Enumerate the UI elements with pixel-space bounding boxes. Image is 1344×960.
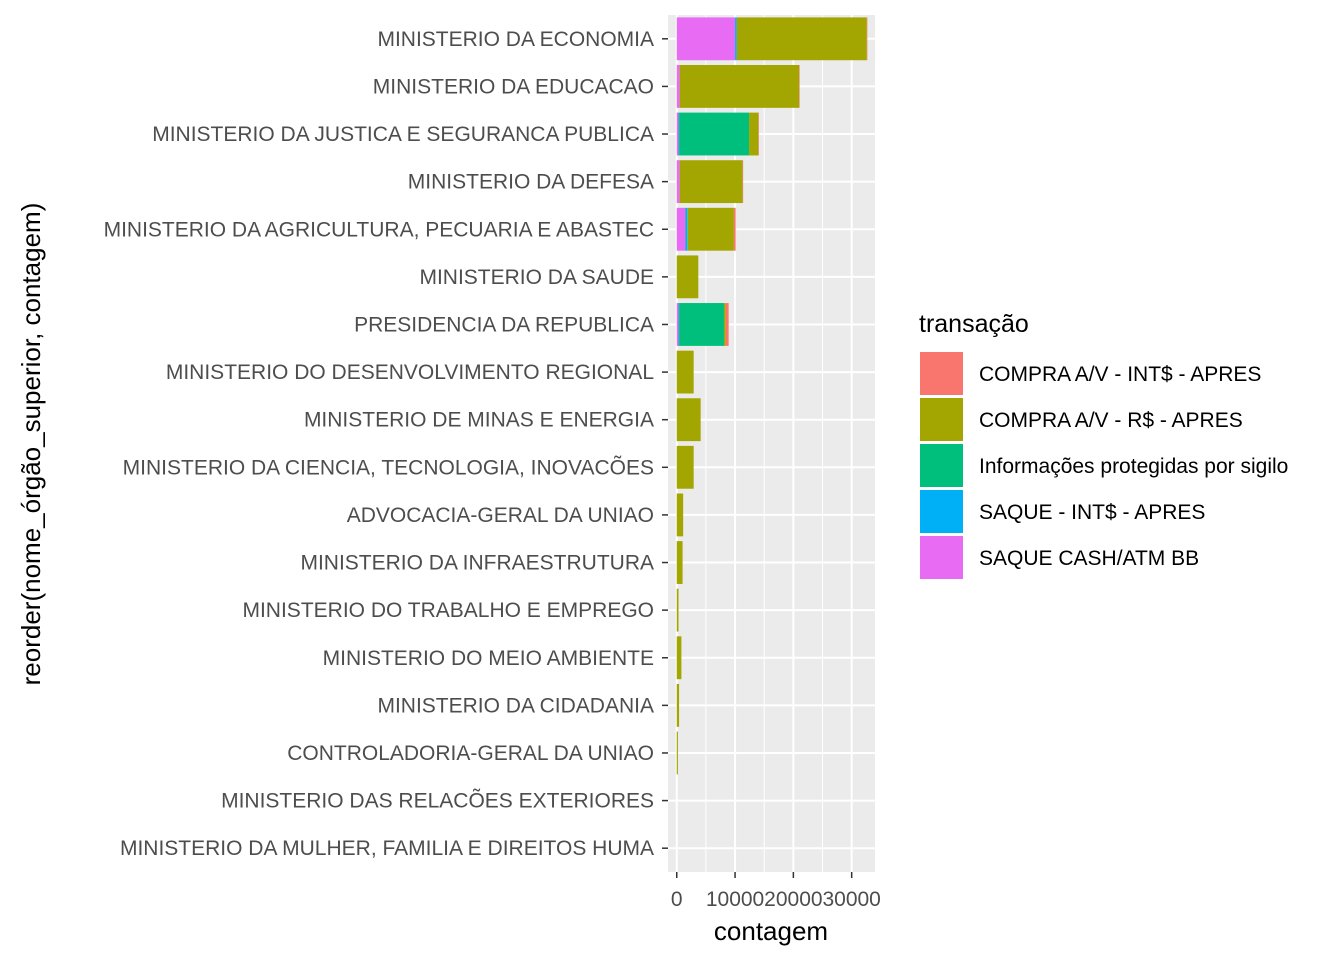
bar-segment [676,636,682,680]
legend-swatch [920,352,963,395]
y-axis-title: reorder(nome_órgão_superior, contagem) [16,203,46,686]
x-tick-label: 0 [671,888,683,911]
bar-segment [676,64,680,108]
category-label: MINISTERIO DA CIENCIA, TECNOLOGIA, INOVA… [123,455,654,479]
bar-segment [678,303,680,346]
bar-segment [676,541,683,584]
bar-segment [676,731,678,775]
bar-segment [676,445,694,489]
bar-segment [676,207,686,251]
bar-segment [742,160,744,204]
bar-segment [676,255,699,299]
legend: transação COMPRA A/V - INT$ - APRESCOMPR… [919,310,1288,579]
bar-segment [679,112,750,156]
category-label: MINISTERIO DE MINAS E ENERGIA [304,409,654,432]
category-label: MINISTERIO DA AGRICULTURA, PECUARIA E AB… [104,218,654,241]
bar-segment [733,207,736,251]
bar-segment [687,207,688,251]
bar-segment [866,17,868,61]
legend-swatch [920,444,963,487]
bar-segment [725,303,729,346]
bar-segment [799,64,800,108]
legend-swatch [920,398,963,441]
category-label: PRESIDENCIA DA REPUBLICA [354,313,654,336]
legend-swatch [920,536,963,579]
bar-segment [758,112,759,156]
x-tick-label: 20000 [764,888,822,911]
category-label: MINISTERIO DA MULHER, FAMILIA E DIREITOS… [120,837,654,860]
bar-segment [676,112,679,156]
category-label: ADVOCACIA-GERAL DA UNIAO [347,504,654,527]
legend-title: transação [919,310,1029,338]
plot-panel [668,15,875,872]
legend-swatch [920,490,963,533]
bar-segment [736,17,867,61]
bar-segment [676,493,684,537]
bar-segment [679,303,724,346]
category-label: MINISTERIO DO TRABALHO E EMPREGO [242,599,654,622]
legend-label: COMPRA A/V - INT$ - APRES [979,363,1261,386]
category-label: MINISTERIO DA INFRAESTRUTURA [300,552,654,575]
bar-segment [676,160,680,204]
category-label: MINISTERIO DA EDUCACAO [373,75,654,98]
bar-segment [749,112,759,156]
x-axis-title: contagem [714,916,828,946]
bar-segment [679,64,800,108]
bar-segment [678,112,680,156]
bar-segment [676,683,680,727]
bar-segment [679,160,743,204]
category-label: MINISTERIO DA SAUDE [419,266,654,289]
x-tick-label: 10000 [706,888,764,911]
bars [676,17,868,775]
value-axis: 0 10000 20000 30000 [671,872,881,911]
category-label: MINISTERIO DA CIDADANIA [377,694,654,717]
bar-segment [676,588,679,632]
legend-label: COMPRA A/V - R$ - APRES [979,409,1243,432]
category-label: MINISTERIO DO MEIO AMBIENTE [323,647,654,670]
legend-label: Informações protegidas por sigilo [979,455,1288,478]
x-tick-label: 30000 [822,888,880,911]
legend-items: COMPRA A/V - INT$ - APRES COMPRA A/V - R$… [920,352,1288,579]
bar-segment [685,207,688,251]
category-axis: MINISTERIO DA ECONOMIA MINISTERIO DA EDUC… [104,28,668,860]
bar-segment [676,398,701,442]
category-label: MINISTERIO DAS RELACÕES EXTERIORES [221,789,654,813]
category-label: MINISTERIO DA DEFESA [408,171,654,194]
category-label: MINISTERIO DA ECONOMIA [377,28,654,51]
bar-segment [735,17,737,61]
category-label: MINISTERIO DA JUSTICA E SEGURANCA PUBLIC… [152,123,654,146]
category-label: CONTROLADORIA-GERAL DA UNIAO [287,742,654,765]
bar-segment [676,17,736,61]
bar-segment [676,350,694,394]
legend-label: SAQUE - INT$ - APRES [979,501,1205,524]
category-label: MINISTERIO DO DESENVOLVIMENTO REGIONAL [166,361,654,384]
bar-segment [723,303,726,346]
bar-segment [676,303,679,346]
bar-segment [687,207,734,251]
legend-label: SAQUE CASH/ATM BB [979,547,1199,570]
